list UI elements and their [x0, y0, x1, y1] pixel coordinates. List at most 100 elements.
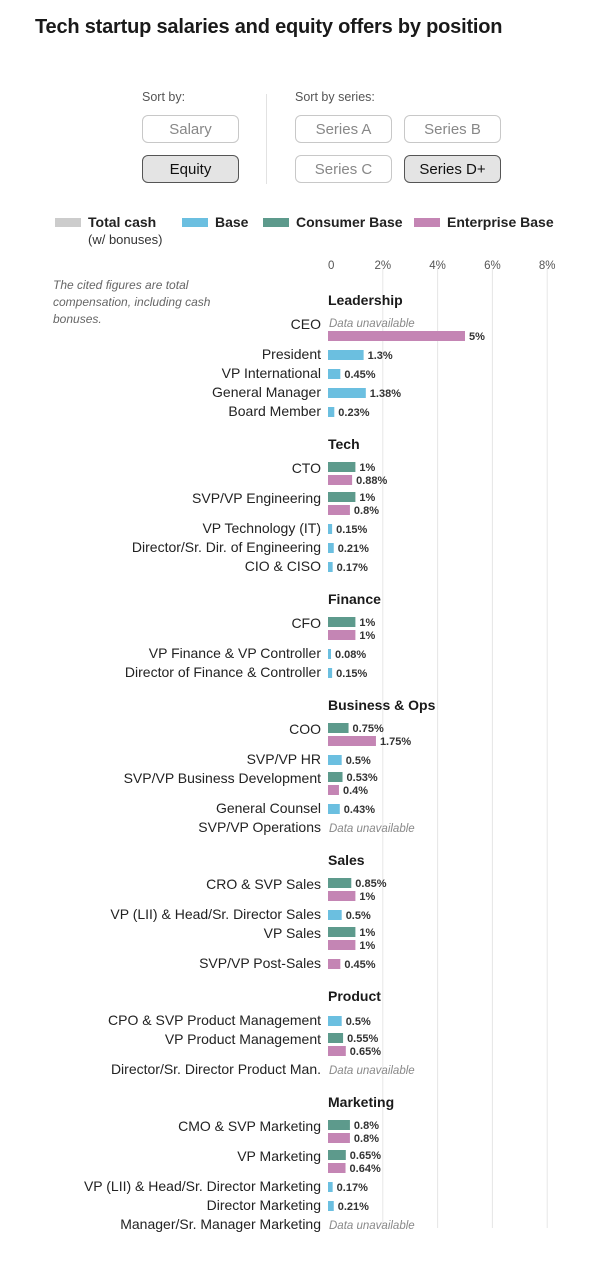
bar-consumer: [328, 927, 356, 937]
bar-base: [328, 755, 342, 765]
sort-by-series-label: Sort by series:: [295, 90, 375, 104]
data-unavailable-label: Data unavailable: [329, 1220, 415, 1232]
legend-swatch-base: [182, 218, 208, 227]
row-label-vp-sales: VP Sales: [264, 925, 321, 941]
group-heading-product: Product: [328, 988, 381, 1004]
row-label-vp-lii-head-sr-director-marketing: VP (LII) & Head/Sr. Director Marketing: [84, 1178, 321, 1194]
bar-value-label: 0.75%: [353, 723, 384, 735]
group-heading-sales: Sales: [328, 852, 365, 868]
data-unavailable-label: Data unavailable: [329, 1065, 415, 1077]
bar-base: [328, 910, 342, 920]
bar-value-label: 0.5%: [346, 755, 371, 767]
bar-value-label: 0.8%: [354, 1133, 379, 1145]
bar-enterprise: [328, 1163, 346, 1173]
bar-value-label: 0.8%: [354, 1120, 379, 1132]
legend-swatch-total-cash: [55, 218, 81, 227]
legend-label-consumer-base: Consumer Base: [296, 214, 403, 230]
data-unavailable-label: Data unavailable: [329, 318, 415, 330]
bar-consumer: [328, 878, 352, 888]
row-label-board-member: Board Member: [228, 403, 321, 419]
legend-sublabel-total-cash: (w/ bonuses): [88, 232, 163, 247]
bar-enterprise: [328, 505, 350, 515]
row-label-cio-ciso: CIO & CISO: [245, 558, 321, 574]
bar-enterprise: [328, 630, 356, 640]
group-heading-tech: Tech: [328, 436, 360, 452]
sort-equity-button[interactable]: Equity: [142, 155, 239, 183]
bar-consumer: [328, 1150, 346, 1160]
bar-value-label: 1%: [359, 940, 375, 952]
bar-base: [328, 804, 340, 814]
bar-consumer: [328, 772, 343, 782]
bar-value-label: 0.17%: [337, 562, 368, 574]
row-label-vp-marketing: VP Marketing: [237, 1148, 321, 1164]
row-label-cmo-svp-marketing: CMO & SVP Marketing: [178, 1118, 321, 1134]
x-tick-label: 4%: [429, 260, 446, 272]
bar-value-label: 0.65%: [350, 1046, 381, 1058]
row-label-vp-finance-vp-controller: VP Finance & VP Controller: [149, 645, 322, 661]
bar-value-label: 0.85%: [355, 878, 386, 890]
row-label-director-sr-dir-of-engineering: Director/Sr. Dir. of Engineering: [132, 539, 321, 555]
row-label-svp-vp-hr: SVP/VP HR: [247, 751, 321, 767]
legend-label-base: Base: [215, 214, 249, 230]
legend-swatch-consumer-base: [263, 218, 289, 227]
row-label-svp-vp-post-sales: SVP/VP Post-Sales: [199, 955, 321, 971]
row-label-vp-international: VP International: [222, 365, 321, 381]
chart-title: Tech startup salaries and equity offers …: [35, 16, 503, 38]
row-label-svp-vp-business-development: SVP/VP Business Development: [124, 770, 322, 786]
series-d-plus-button[interactable]: Series D+: [404, 155, 501, 183]
bar-value-label: 0.4%: [343, 785, 368, 797]
bar-base: [328, 350, 364, 360]
row-label-general-manager: General Manager: [212, 384, 321, 400]
bar-value-label: 1.75%: [380, 736, 411, 748]
bar-base: [328, 649, 331, 659]
sort-salary-button[interactable]: Salary: [142, 115, 239, 143]
bar-value-label: 0.21%: [338, 1201, 369, 1213]
row-label-vp-lii-head-sr-director-sales: VP (LII) & Head/Sr. Director Sales: [110, 906, 321, 922]
legend-label-enterprise-base: Enterprise Base: [447, 214, 554, 230]
bar-base: [328, 407, 335, 417]
bar-base: [328, 524, 333, 534]
series-a-button[interactable]: Series A: [295, 115, 392, 143]
bar-base: [328, 543, 334, 553]
x-tick-label: 2%: [374, 260, 391, 272]
bar-base: [328, 1182, 333, 1192]
bar-base: [328, 1016, 342, 1026]
bar-base: [328, 1201, 334, 1211]
row-label-cpo-svp-product-management: CPO & SVP Product Management: [108, 1012, 321, 1028]
row-label-director-sr-director-product-man: Director/Sr. Director Product Man.: [111, 1061, 321, 1077]
controls-divider: [266, 94, 267, 184]
bar-enterprise: [328, 959, 341, 969]
row-label-vp-technology-it: VP Technology (IT): [202, 520, 321, 536]
bar-consumer: [328, 1120, 350, 1130]
row-label-ceo: CEO: [291, 316, 321, 332]
bar-value-label: 0.45%: [344, 369, 375, 381]
bar-enterprise: [328, 785, 339, 795]
bar-value-label: 0.8%: [354, 505, 379, 517]
data-unavailable-label: Data unavailable: [329, 823, 415, 835]
bar-value-label: 0.64%: [350, 1163, 381, 1175]
bar-value-label: 0.65%: [350, 1150, 381, 1162]
bar-value-label: 0.55%: [347, 1033, 378, 1045]
bar-value-label: 0.23%: [338, 407, 369, 419]
x-tick-label: 8%: [539, 260, 556, 272]
row-label-cfo: CFO: [291, 615, 321, 631]
bar-value-label: 1.3%: [368, 350, 393, 362]
sort-by-label: Sort by:: [142, 90, 186, 104]
bar-value-label: 0.53%: [347, 772, 378, 784]
legend-base: Base: [182, 214, 248, 231]
bar-value-label: 0.88%: [356, 475, 387, 487]
series-c-button[interactable]: Series C: [295, 155, 392, 183]
row-label-svp-vp-operations: SVP/VP Operations: [198, 819, 321, 835]
bar-value-label: 1%: [359, 492, 375, 504]
bar-enterprise: [328, 475, 353, 485]
bar-enterprise: [328, 1046, 346, 1056]
bar-base: [328, 562, 333, 572]
bar-base: [328, 668, 333, 678]
bar-consumer: [328, 462, 356, 472]
bar-base: [328, 388, 366, 398]
row-label-vp-product-management: VP Product Management: [165, 1031, 321, 1047]
series-b-button[interactable]: Series B: [404, 115, 501, 143]
bar-consumer: [328, 1033, 344, 1043]
legend-swatch-enterprise-base: [414, 218, 440, 227]
x-tick-label: 0: [328, 260, 334, 272]
